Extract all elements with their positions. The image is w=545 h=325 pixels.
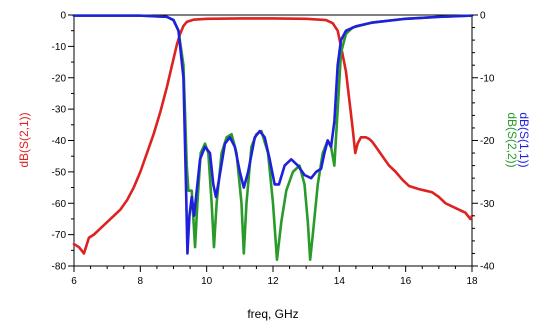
series-line-db-s-1-1 bbox=[72, 14, 474, 255]
series-line-db-s-2-1 bbox=[72, 17, 474, 255]
x-tick-label: 16 bbox=[400, 276, 412, 287]
left-tick-label: -50 bbox=[52, 167, 67, 178]
x-tick-label: 6 bbox=[71, 276, 77, 287]
right-tick-label: -20 bbox=[480, 136, 495, 147]
left-tick-label: 0 bbox=[60, 11, 66, 22]
left-tick-label: -70 bbox=[52, 230, 67, 241]
left-tick-label: -80 bbox=[52, 262, 67, 273]
x-tick-label: 8 bbox=[138, 276, 144, 287]
left-tick-label: -40 bbox=[52, 136, 67, 147]
x-tick-label: 10 bbox=[201, 276, 213, 287]
right-tick-label: -30 bbox=[480, 199, 495, 210]
right-tick-label: -10 bbox=[480, 73, 495, 84]
right-tick-label: 0 bbox=[480, 11, 486, 22]
x-tick-label: 12 bbox=[267, 276, 279, 287]
left-tick-label: -10 bbox=[52, 42, 67, 53]
left-tick-label: -30 bbox=[52, 105, 67, 116]
left-axis-title: dB(S(2,1)) bbox=[17, 112, 31, 167]
x-tick-label: 14 bbox=[334, 276, 346, 287]
plot-frame bbox=[73, 14, 473, 267]
right-tick-label: -40 bbox=[480, 262, 495, 273]
right-axis-title-s11: dB(S(1,1)) bbox=[517, 112, 531, 167]
x-tick-label: 18 bbox=[466, 276, 478, 287]
left-axis-ticks: 0 -10 -20 -30 -40 -50 -60 -70 -80 bbox=[52, 11, 74, 273]
left-tick-label: -60 bbox=[52, 199, 67, 210]
x-axis-title: freq, GHz bbox=[247, 307, 298, 321]
right-axis-title-s22: dB(S(2,2)) bbox=[505, 112, 519, 167]
left-tick-label: -20 bbox=[52, 73, 67, 84]
series-line-db-s-2-2 bbox=[72, 14, 474, 262]
right-axis-ticks: 0 -10 -20 -30 -40 bbox=[472, 11, 495, 273]
x-axis-ticks: 6 8 10 12 14 16 18 bbox=[71, 266, 478, 287]
